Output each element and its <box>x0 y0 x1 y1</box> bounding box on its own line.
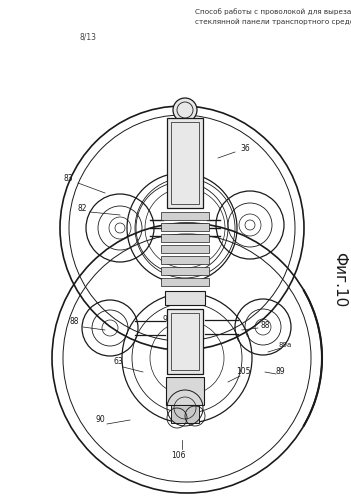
Text: 94: 94 <box>162 315 172 324</box>
Text: 88: 88 <box>69 317 79 326</box>
Bar <box>167 118 203 208</box>
Bar <box>161 245 209 253</box>
Text: 8/13: 8/13 <box>80 32 97 41</box>
Text: стеклянной панели транспортного средства: стеклянной панели транспортного средства <box>195 18 351 24</box>
Bar <box>171 313 199 370</box>
Text: 83: 83 <box>63 174 73 183</box>
Text: 63: 63 <box>113 357 123 366</box>
Bar <box>171 122 199 204</box>
Bar <box>161 212 209 220</box>
Text: 89: 89 <box>275 367 285 377</box>
Bar <box>161 278 209 286</box>
Bar <box>161 223 209 231</box>
Text: 95: 95 <box>190 396 200 405</box>
Text: 105: 105 <box>236 367 250 377</box>
Text: 89a: 89a <box>278 342 292 348</box>
Text: 36: 36 <box>240 144 250 153</box>
Bar <box>171 405 199 423</box>
Text: 88: 88 <box>260 320 270 329</box>
Text: Способ работы с проволокой для вырезания: Способ работы с проволокой для вырезания <box>195 8 351 15</box>
Text: 90: 90 <box>95 416 105 425</box>
Bar <box>161 256 209 264</box>
Bar <box>161 234 209 242</box>
Bar <box>161 267 209 275</box>
Text: 106: 106 <box>171 451 185 460</box>
Bar <box>167 309 203 374</box>
Bar <box>166 377 204 405</box>
Circle shape <box>173 98 197 122</box>
Text: Фиг.10: Фиг.10 <box>332 252 347 307</box>
Bar <box>165 291 205 305</box>
Text: 82: 82 <box>77 204 87 213</box>
